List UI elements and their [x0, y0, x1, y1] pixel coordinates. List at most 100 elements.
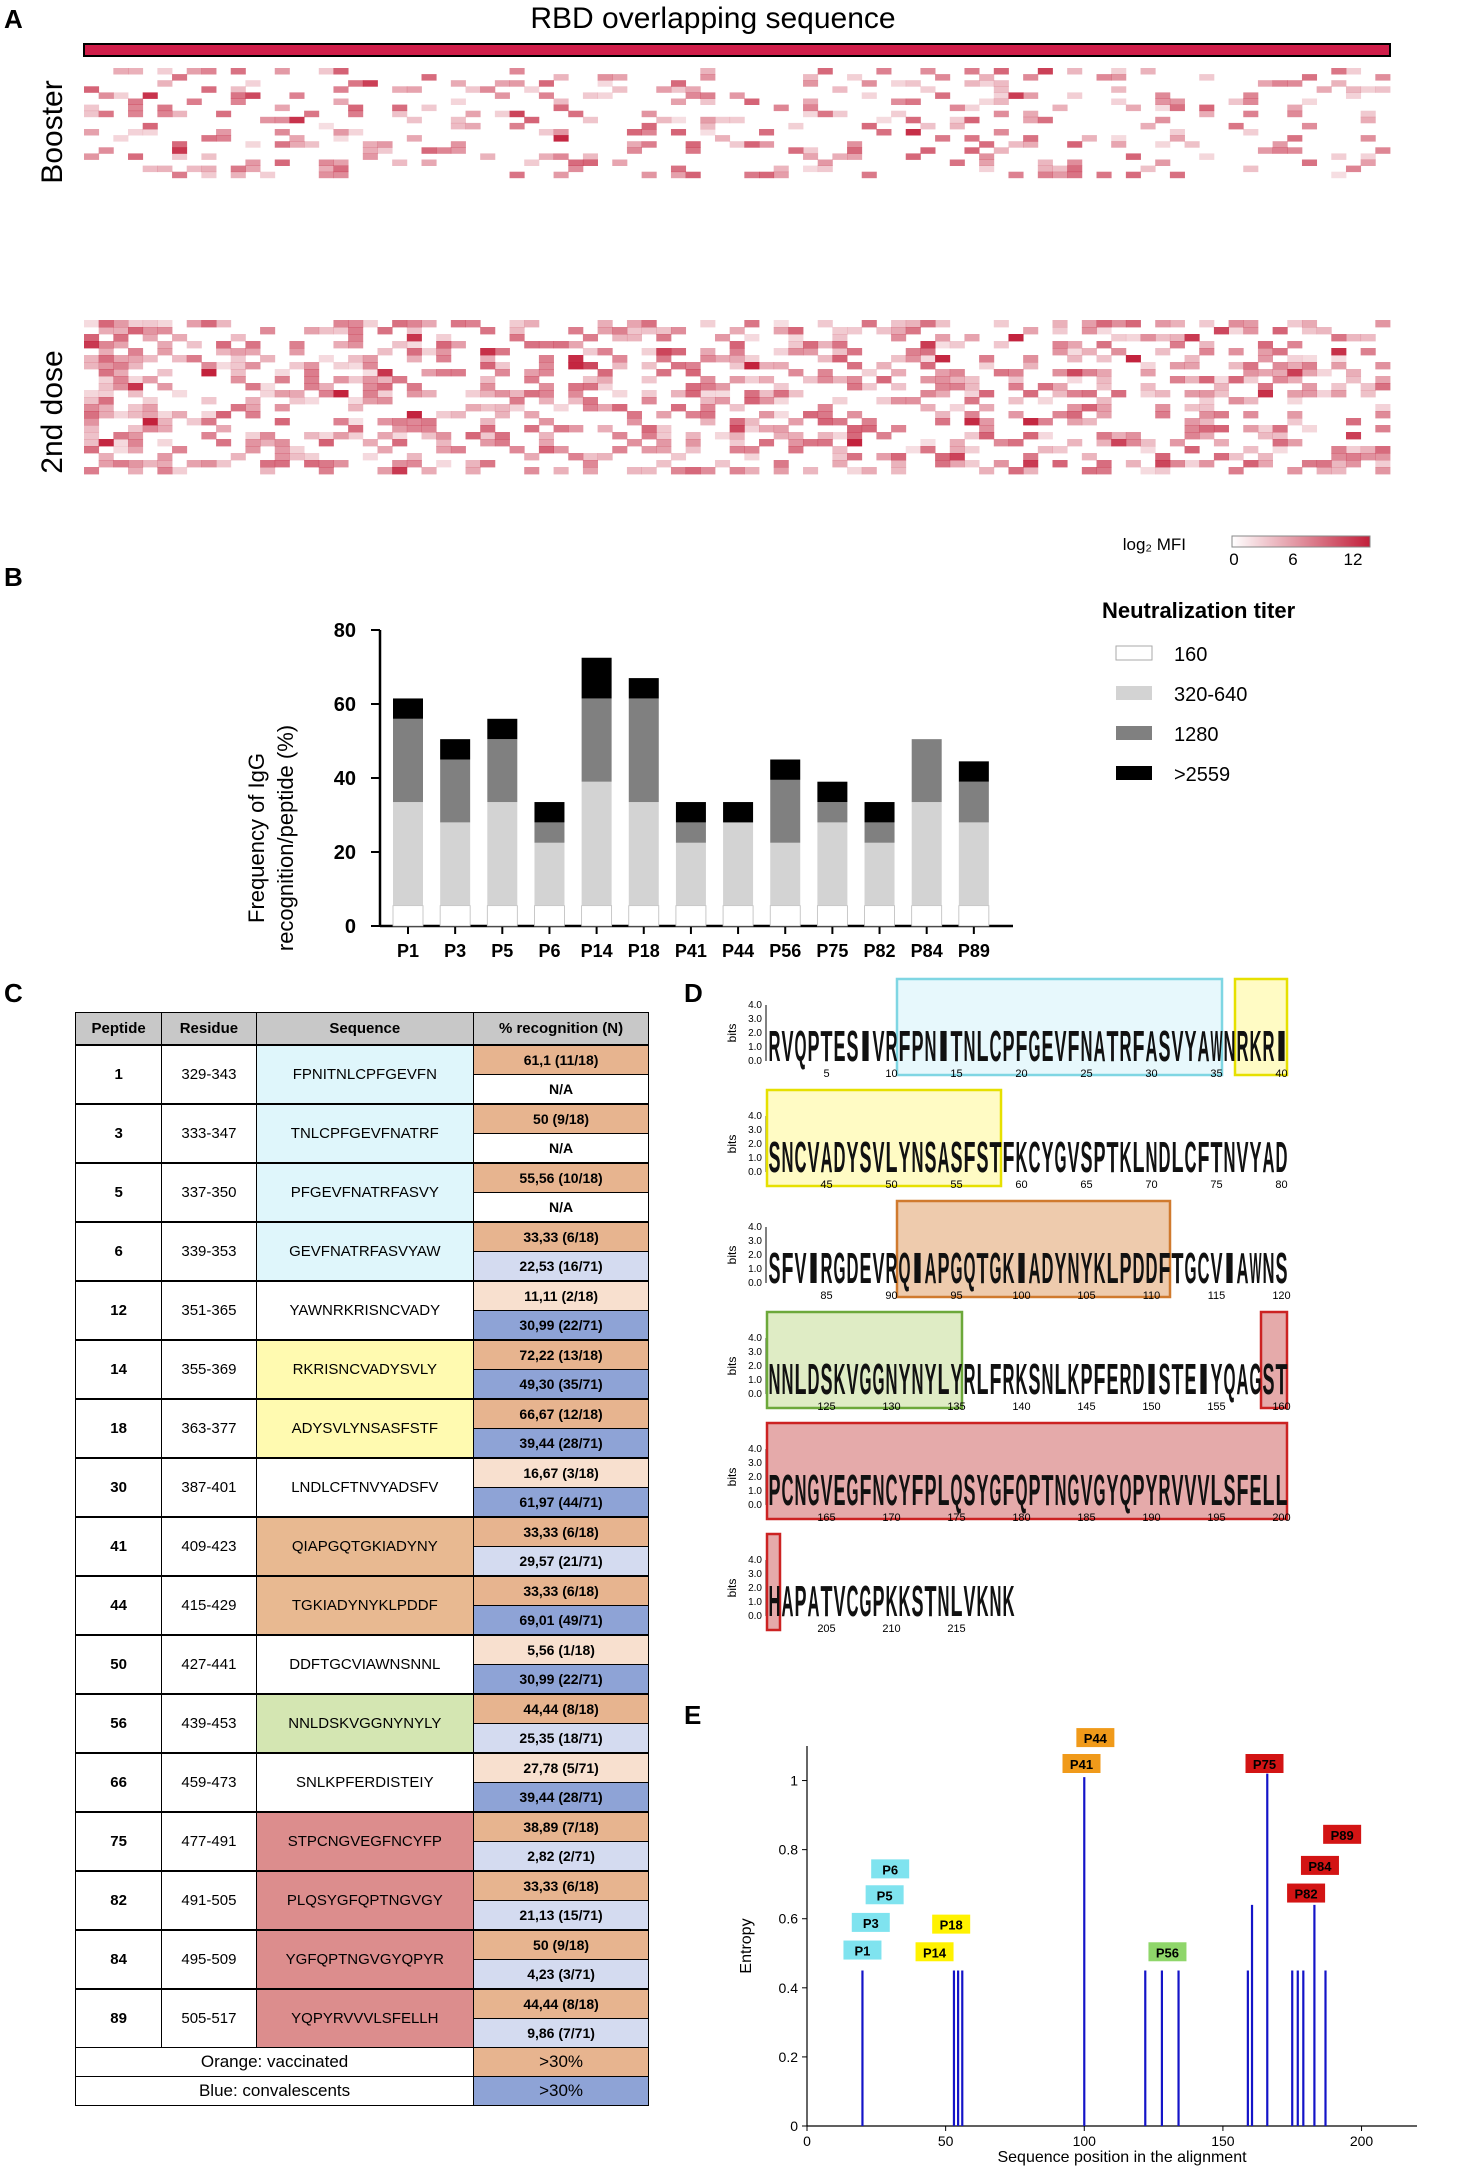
peptide-tag: [1148, 1942, 1187, 1962]
logo-position-tick: 10: [885, 1068, 897, 1080]
heatmap-cell: [891, 453, 907, 461]
logo-letter: Q: [1016, 1466, 1028, 1515]
heatmap-cell: [832, 348, 848, 356]
logo-letter: G: [834, 1244, 846, 1293]
heatmap-cell: [436, 334, 452, 342]
heatmap-cell: [700, 404, 716, 412]
logo-letter: Y: [899, 1466, 911, 1515]
heatmap-cell: [759, 397, 775, 405]
residue-cell: 409-423: [161, 1516, 257, 1577]
convalescent-recognition-cell: 29,57 (21/71): [473, 1546, 649, 1577]
logo-letter: P: [769, 1466, 781, 1515]
heatmap-cell: [509, 80, 525, 87]
convalescent-recognition-cell: 61,97 (44/71): [473, 1487, 649, 1518]
entropy-lines: [861, 1773, 1327, 2126]
bar-segment: [628, 802, 659, 906]
heatmap-cell: [494, 369, 510, 377]
heatmap-cell: [333, 68, 349, 75]
logo-letter: G: [990, 1466, 1002, 1515]
heatmap-cell: [788, 348, 804, 356]
heatmap-cell: [788, 147, 804, 154]
heatmap-cell: [803, 110, 819, 118]
heatmap-cell: [436, 355, 452, 363]
heatmap-cell: [289, 453, 305, 461]
heatmap-cell: [201, 153, 217, 160]
heatmap-cell: [157, 165, 173, 173]
logo-letter: F: [1094, 1355, 1106, 1404]
heatmap-cell: [128, 153, 144, 160]
heatmap-cell: [1287, 376, 1303, 384]
heatmap-cell: [1125, 432, 1141, 440]
bar-segment: [770, 779, 801, 843]
heatmap-cell: [538, 362, 554, 370]
e-x-tick-label: 50: [938, 2133, 954, 2149]
residue-cell: 505-517: [161, 1988, 257, 2048]
heatmap-cell: [817, 432, 833, 440]
heatmap-cell: [1111, 390, 1127, 398]
heatmap-cell: [1155, 411, 1171, 419]
heatmap-cell: [964, 334, 980, 342]
heatmap-cell: [1228, 397, 1244, 405]
heatmap-cell: [1023, 92, 1039, 99]
heatmap-cell: [847, 348, 863, 356]
table-row: 1 329-343 FPNITNLCPFGEVFN 61,1 (11/18): [74, 1044, 649, 1105]
heatmap-cell: [538, 129, 554, 136]
heatmap-cell: [1169, 171, 1185, 179]
heatmap-cell: [656, 86, 672, 93]
heatmap-cell: [1213, 439, 1229, 447]
table-row: 4,23 (3/71): [76, 1959, 649, 1990]
heatmap-cell: [84, 439, 100, 447]
heatmap-cell: [172, 141, 188, 148]
panel-a-title: RBD overlapping sequence: [530, 2, 895, 35]
heatmap-cell: [891, 425, 907, 433]
heatmap-cell: [905, 320, 921, 328]
heatmap-cell: [128, 467, 144, 475]
heatmap-cell: [1375, 446, 1391, 454]
legend-label: 1280: [1174, 724, 1219, 746]
bar-segment: [958, 761, 989, 782]
legend-label: 320-640: [1174, 684, 1247, 706]
logo-letter: E: [1185, 1355, 1197, 1404]
heatmap-cell: [1169, 362, 1185, 370]
heatmap-cell: [377, 327, 393, 335]
peptide-cell: 6: [74, 1221, 163, 1282]
bar-segment: [439, 905, 471, 927]
heatmap-cell: [1023, 453, 1039, 461]
heatmap-cell: [582, 334, 598, 342]
heatmap-cell: [113, 341, 129, 349]
heatmap-cell: [1081, 390, 1097, 398]
heatmap-cell: [817, 418, 833, 426]
logo-letter: C: [1198, 1244, 1210, 1293]
heatmap-cell: [861, 425, 877, 433]
logo-highlight-box: [765, 1310, 964, 1410]
heatmap-cell: [670, 86, 687, 93]
heatmap-cell: [729, 355, 745, 363]
heatmap-cell: [1331, 80, 1347, 87]
logo-position-tick: 45: [820, 1179, 832, 1191]
heatmap-cell: [979, 80, 995, 87]
heatmap-cell: [612, 74, 628, 81]
heatmap-cell: [1375, 383, 1391, 391]
logo-axis-tick: 3.0: [748, 1347, 762, 1358]
heatmap-cell: [1096, 355, 1112, 363]
heatmap-cell: [612, 355, 628, 363]
heatmap-cell: [392, 110, 408, 118]
heatmap-cell: [626, 147, 643, 154]
heatmap-cell: [377, 348, 393, 356]
logo-letter: L: [1263, 1466, 1275, 1515]
bar-segment: [722, 905, 754, 927]
logo-letter: R: [1120, 1022, 1132, 1071]
panel-a-heatmap: RBD overlapping sequence Booster 2nd dos…: [36, 2, 1391, 569]
bar-segment: [675, 842, 706, 906]
heatmap-cell: [1243, 397, 1259, 405]
logo-letter: Y: [899, 1133, 911, 1182]
heatmap-cell: [612, 86, 628, 93]
logo-letter: D: [1159, 1133, 1171, 1182]
bar-segment: [770, 759, 801, 780]
bar-segment: [864, 822, 895, 843]
heatmap-cell: [1111, 98, 1127, 105]
logo-position-tick: 85: [820, 1290, 832, 1302]
heatmap-cell: [450, 80, 466, 87]
sequence-cell: YAWNRKRISNCVADY: [255, 1280, 475, 1341]
